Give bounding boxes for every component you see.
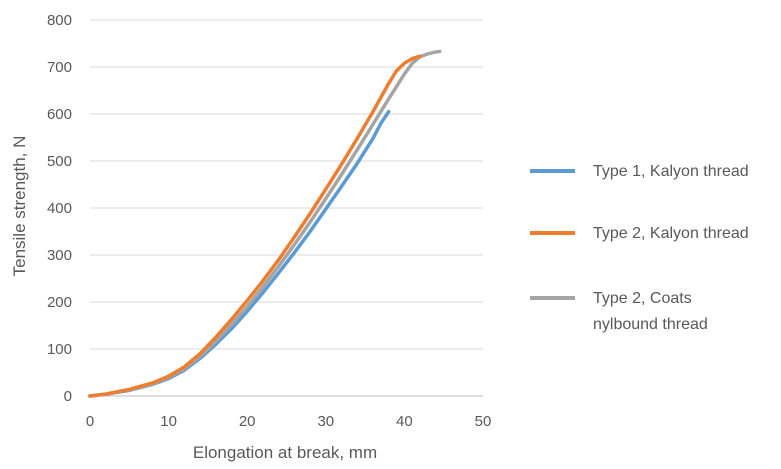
series-line-1: [88, 109, 391, 398]
x-tick-label: 50: [475, 413, 492, 430]
y-tick-label: 100: [47, 341, 72, 358]
y-tick-label: 300: [47, 247, 72, 264]
x-tick-label: 30: [317, 413, 334, 430]
y-tick-label: 600: [47, 106, 72, 123]
series-line-3: [88, 49, 442, 398]
x-tick-label: 40: [396, 413, 413, 430]
y-tick-label: 700: [47, 59, 72, 76]
x-tick-label: 0: [86, 413, 94, 430]
series-lines: [88, 49, 442, 398]
y-tick-labels: 0 100 200 300 400 500 600 700 800: [47, 12, 72, 405]
y-tick-label: 800: [47, 12, 72, 29]
y-tick-label: 500: [47, 153, 72, 170]
legend: Type 1, Kalyon thread Type 2, Kalyon thre…: [530, 163, 749, 333]
y-tick-label: 400: [47, 200, 72, 217]
y-axis-title: Tensile strength, N: [10, 136, 29, 277]
gridlines: [90, 19, 483, 397]
y-tick-label: 0: [64, 388, 72, 405]
y-tick-label: 200: [47, 294, 72, 311]
x-axis-title: Elongation at break, mm: [193, 443, 377, 462]
x-tick-label: 10: [160, 413, 177, 430]
x-tick-labels: 0 10 20 30 40 50: [86, 413, 492, 430]
legend-label-2: Type 2, Kalyon thread: [593, 225, 749, 242]
legend-label-3: Type 2, Coats nylbound thread: [593, 290, 708, 333]
x-tick-label: 20: [239, 413, 256, 430]
series-line-2: [88, 54, 422, 398]
legend-label-1: Type 1, Kalyon thread: [593, 163, 749, 180]
